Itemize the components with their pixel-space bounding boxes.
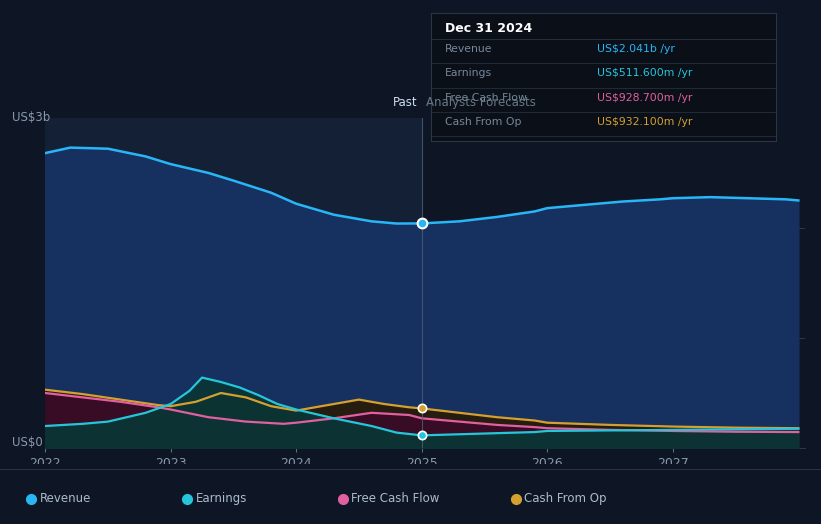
Text: Analysts Forecasts: Analysts Forecasts: [426, 96, 536, 109]
Text: US$932.100m /yr: US$932.100m /yr: [597, 117, 692, 127]
Text: Earnings: Earnings: [195, 492, 247, 505]
Text: Free Cash Flow: Free Cash Flow: [445, 93, 527, 103]
Text: US$3b: US$3b: [12, 112, 51, 124]
Text: US$511.600m /yr: US$511.600m /yr: [597, 68, 692, 78]
Text: Free Cash Flow: Free Cash Flow: [351, 492, 440, 505]
Text: Past: Past: [393, 96, 418, 109]
Bar: [45, 118, 422, 448]
Text: US$928.700m /yr: US$928.700m /yr: [597, 93, 692, 103]
Text: US$2.041b /yr: US$2.041b /yr: [597, 44, 674, 54]
Text: Revenue: Revenue: [445, 44, 493, 54]
Text: Cash From Op: Cash From Op: [445, 117, 521, 127]
Text: US$0: US$0: [12, 436, 43, 449]
Text: Earnings: Earnings: [445, 68, 492, 78]
Text: Cash From Op: Cash From Op: [524, 492, 606, 505]
Text: Revenue: Revenue: [39, 492, 91, 505]
Bar: [422, 118, 805, 448]
Text: Dec 31 2024: Dec 31 2024: [445, 22, 532, 35]
